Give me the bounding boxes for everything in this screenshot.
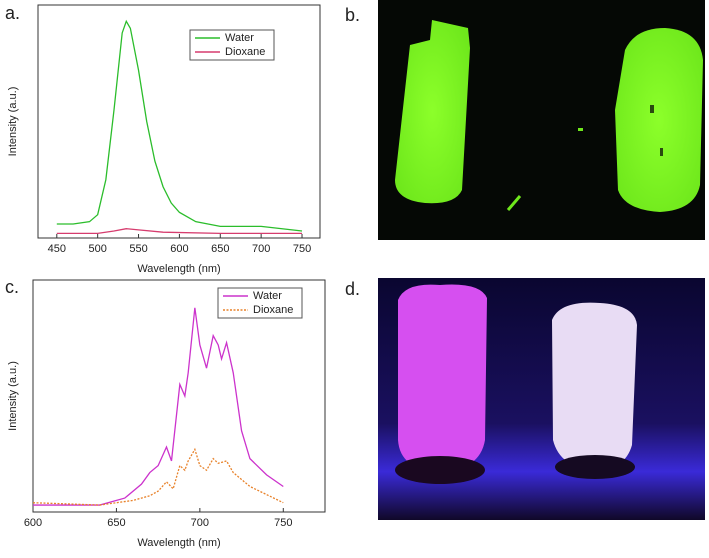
panel-label: a. — [5, 3, 20, 23]
x-tick-label: 750 — [274, 517, 292, 529]
series-line — [56, 19, 303, 232]
y-axis-label: Intensity (a.u.) — [7, 361, 19, 431]
x-tick-label: 750 — [293, 243, 311, 255]
legend-label: Dioxane — [225, 46, 265, 58]
x-tick-label: 700 — [252, 243, 270, 255]
panel-label: b. — [345, 5, 360, 25]
x-tick-label: 550 — [129, 243, 147, 255]
series-line — [33, 307, 284, 506]
panel-label: d. — [345, 279, 360, 299]
plot-frame — [37, 4, 321, 239]
legend-box — [217, 287, 303, 319]
series-line — [32, 447, 284, 506]
photo-b — [378, 0, 705, 240]
x-tick-label: 600 — [170, 243, 188, 255]
legend-label: Water — [253, 290, 282, 302]
x-tick-label: 600 — [24, 517, 42, 529]
legend-label: Water — [225, 32, 254, 44]
panel-label: c. — [5, 277, 19, 297]
x-axis-label: Wavelength (nm) — [137, 263, 220, 275]
legend-label: Dioxane — [253, 304, 293, 316]
legend-box — [189, 29, 275, 61]
x-tick-label: 650 — [107, 517, 125, 529]
plot-frame — [32, 279, 326, 513]
x-tick-label: 500 — [88, 243, 106, 255]
y-axis-label: Intensity (a.u.) — [7, 87, 19, 157]
x-tick-label: 450 — [48, 243, 66, 255]
photo-d — [378, 278, 705, 520]
series-line — [56, 228, 303, 234]
x-tick-label: 650 — [211, 243, 229, 255]
x-tick-label: 700 — [191, 517, 209, 529]
x-axis-label: Wavelength (nm) — [137, 537, 220, 549]
